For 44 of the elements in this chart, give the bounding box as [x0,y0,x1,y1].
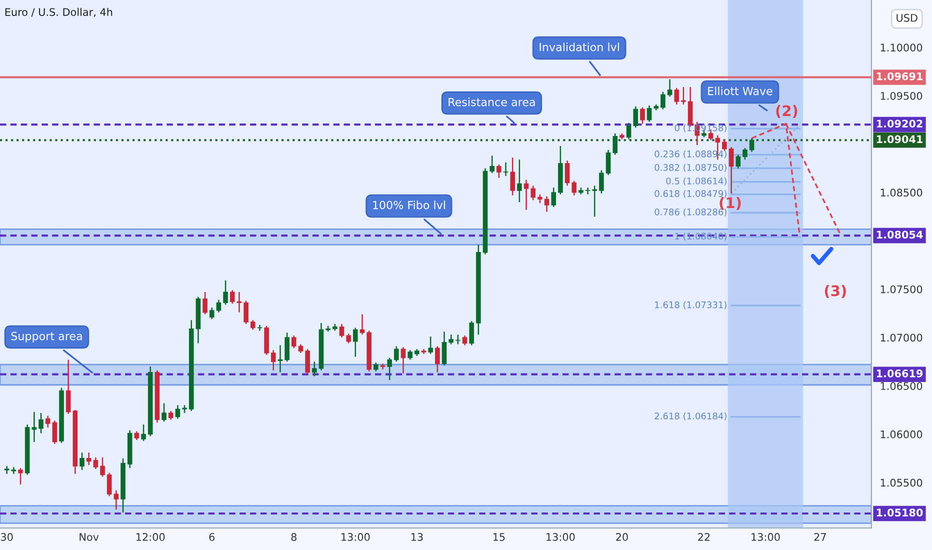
series-label: 1 (1.08040) [675,232,726,241]
x-tick-label: 22 [698,533,710,541]
y-tick-label: 1.08500 [880,188,922,197]
y-tick-label: 1.10000 [880,44,922,52]
x-tick-label: 27 [814,533,826,541]
ref-line-label: 1.08054 [876,230,923,239]
y-tick-label: 1.07000 [880,334,922,342]
x-tick-label: 13:00 [546,533,575,541]
ref-line-label: 1.09041 [876,135,923,144]
y-tick-label: 1.05500 [880,478,922,487]
text: USD [896,14,918,22]
ref-line-label: 1.06619 [876,369,923,378]
ref-line-label: 1.09202 [876,120,922,128]
annotation: Support area [11,332,82,342]
x-tick-label: 6 [209,533,215,541]
annotation: (2) [776,104,798,118]
y-tick-label: 1.07500 [880,285,922,294]
annotation: 100% Fibo lvl [373,200,445,210]
series-label: 1.618 (1.07331) [655,301,726,310]
x-tick-label: 20 [616,533,628,541]
text: Euro / U.S. Dollar, 4h [5,8,112,18]
ref-line-label: 1.09691 [876,72,923,80]
annotation: Elliott Wave [708,86,772,96]
x-tick-label: 15 [493,533,505,541]
x-tick-label: 13:00 [752,533,780,541]
x-tick-label: Nov [80,533,99,541]
annotation: Resistance area [448,98,535,106]
x-tick-label: 12:00 [136,533,165,541]
x-tick-label: 13:00 [342,533,370,541]
series-label: 0.382 (1.08750) [654,164,726,172]
y-tick-label: 1.06000 [880,430,922,438]
y-tick-label: 1.09500 [880,92,922,100]
x-tick-label: 13 [411,533,423,541]
annotation: (3) [824,284,846,298]
ref-line-label: 1.05180 [876,508,923,517]
series-label: 0.5 (1.08614) [666,177,726,186]
series-label: 2.618 (1.06184) [654,412,726,420]
annotation: (1) [720,196,741,210]
annotation: Invalidation lvl [540,42,619,52]
x-tick-label: 8 [291,533,296,541]
x-tick-label: 30 [1,533,13,541]
series-label: 0.786 (1.08286) [654,208,726,216]
y-tick-label: 1.06500 [880,382,922,390]
series-label: 0.618 (1.08479) [654,190,726,198]
